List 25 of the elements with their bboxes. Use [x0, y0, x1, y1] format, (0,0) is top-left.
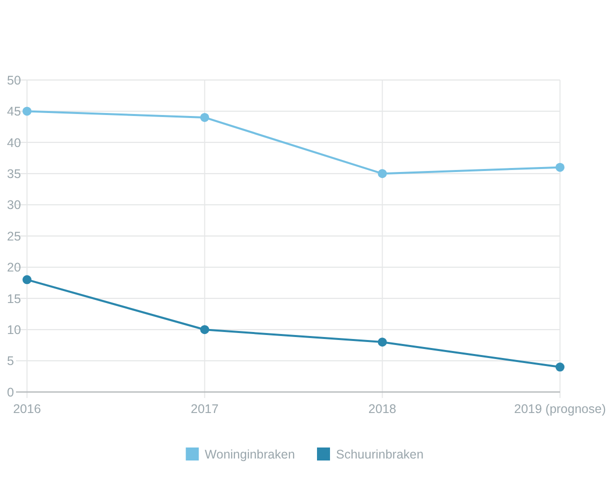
y-tick-label: 20 — [7, 260, 21, 275]
point — [200, 325, 210, 334]
y-tick-label: 10 — [7, 322, 21, 337]
x-tick-label: 2019 (prognose) — [514, 402, 606, 416]
legend-label: Schuurinbraken — [336, 447, 424, 462]
y-tick-label: 35 — [7, 166, 21, 181]
point — [200, 112, 210, 122]
y-tick-label: 15 — [7, 292, 21, 306]
y-tick-label: 25 — [7, 229, 21, 244]
y-tick-label: 40 — [7, 136, 21, 150]
point — [378, 169, 387, 178]
x-tick-label: 2017 — [190, 402, 219, 416]
point — [556, 362, 564, 372]
y-tick-label: 30 — [7, 198, 21, 212]
point — [22, 106, 32, 116]
y-tick-label: 50 — [7, 73, 21, 88]
x-tick-label: 2016 — [13, 402, 41, 416]
point — [556, 162, 564, 172]
point — [22, 275, 32, 284]
y-tick-label: 45 — [7, 104, 21, 119]
x-tick-label: 2018 — [368, 402, 396, 416]
y-tick-label: 5 — [7, 354, 14, 368]
y-tick-label: 0 — [7, 385, 14, 400]
point — [378, 338, 387, 347]
legend-label: Woninginbraken — [204, 447, 295, 462]
